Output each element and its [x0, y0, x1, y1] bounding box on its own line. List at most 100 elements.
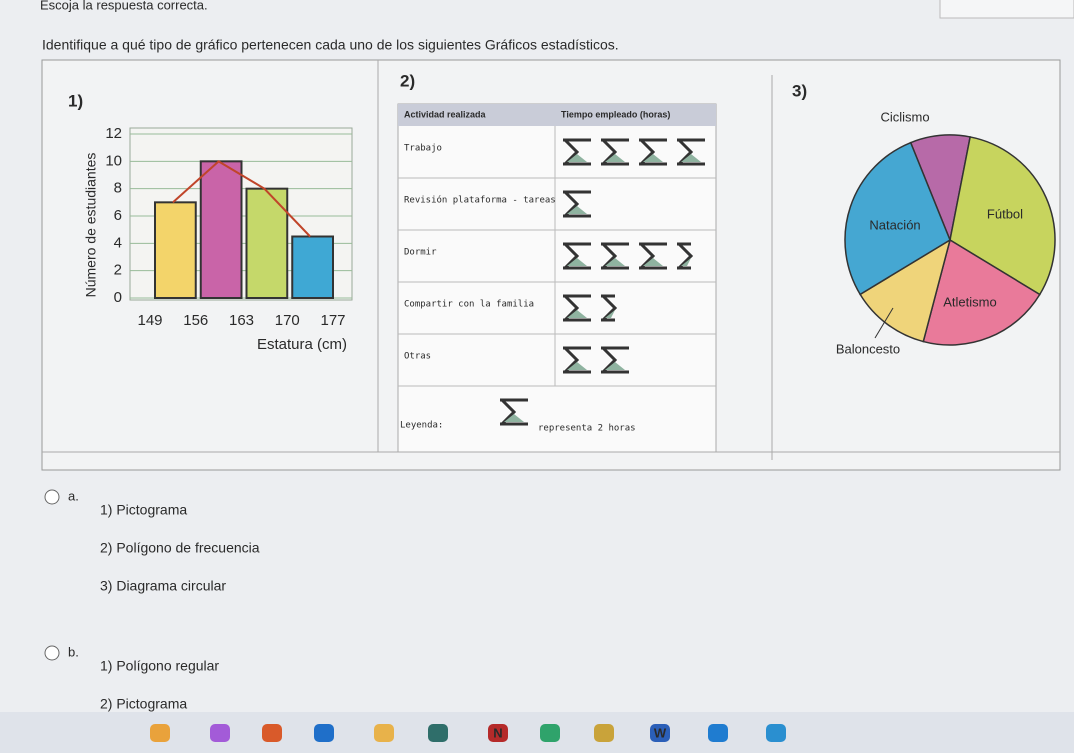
y-axis-label: Número de estudiantes: [83, 153, 99, 298]
hourglass-sand: [567, 258, 587, 266]
taskbar-label: W: [654, 725, 667, 740]
icons: [563, 346, 629, 374]
taskbar-icon[interactable]: [766, 724, 786, 742]
question: Identifique a qué tipo de gráfico perten…: [42, 37, 619, 53]
hourglass: [563, 346, 591, 374]
x-axis-label: Estatura (cm): [257, 336, 347, 353]
taskbar-icon[interactable]: [650, 724, 670, 742]
taskbar: [0, 712, 1074, 753]
taskbar-icon[interactable]: [210, 724, 230, 742]
bar: [291, 235, 334, 299]
y-tick-label: 0: [114, 289, 122, 306]
timer-box: [939, 0, 1074, 19]
pie-label: Atletismo: [943, 294, 996, 309]
taskbar-icon[interactable]: [262, 724, 282, 742]
option-item: 2) Polígono de frecuencia: [100, 540, 260, 556]
activity: Dormir: [404, 248, 437, 258]
x-tick-label: 177: [320, 312, 345, 329]
hourglass: [563, 138, 591, 166]
hourglass-sand: [504, 414, 524, 422]
y-tick-label: 12: [105, 125, 122, 142]
legend-text: representa 2 horas: [538, 424, 636, 434]
hourglass-sand: [567, 310, 587, 318]
hourglass: [601, 346, 629, 374]
option-letter: b.: [68, 644, 79, 659]
radio-button[interactable]: [44, 645, 60, 661]
table-header: [398, 104, 716, 126]
taskbar-label: N: [493, 725, 502, 740]
option-item: 3) Diagrama circular: [100, 578, 226, 594]
hourglass: [500, 398, 528, 426]
hourglass-sand: [567, 206, 587, 214]
pie-label: Ciclismo: [880, 109, 929, 124]
option-letter: a.: [68, 488, 79, 503]
hourglass-sand: [605, 258, 625, 266]
leader-line: [874, 307, 894, 339]
hourglass-sand: [567, 362, 587, 370]
instruction: Escoja la respuesta correcta.: [40, 0, 208, 12]
frequency-polygon: [172, 160, 311, 238]
panel-label: 3): [792, 81, 807, 100]
y-tick-label: 8: [114, 180, 122, 197]
y-tick-label: 4: [114, 234, 122, 251]
x-tick-label: 149: [137, 312, 162, 329]
taskbar-icon[interactable]: [314, 724, 334, 742]
legend-title: Leyenda:: [400, 421, 443, 431]
hourglass: [677, 138, 705, 166]
hourglass-sand: [681, 258, 691, 266]
hourglass: [601, 294, 618, 322]
pie-label: Baloncesto: [836, 341, 900, 356]
hourglass: [639, 138, 667, 166]
taskbar-icon[interactable]: [150, 724, 170, 742]
option-item: 1) Pictograma: [100, 502, 187, 518]
x-tick-label: 163: [229, 312, 254, 329]
pie-label: Natación: [869, 217, 920, 232]
option-item: 1) Polígono regular: [100, 658, 219, 674]
pie-slice: [859, 238, 952, 343]
activity: Otras: [404, 352, 431, 362]
hourglass: [563, 294, 591, 322]
taskbar-icon[interactable]: [540, 724, 560, 742]
x-tick-label: 170: [275, 312, 300, 329]
y-tick-label: 6: [114, 207, 122, 224]
icons: [563, 294, 618, 322]
hourglass-sand: [643, 154, 663, 162]
table: [397, 103, 717, 453]
icons: [563, 242, 694, 270]
radio-button[interactable]: [44, 489, 60, 505]
bar: [154, 201, 197, 299]
hourglass-sand: [605, 310, 615, 318]
hourglass-sand: [681, 154, 701, 162]
taskbar-icon[interactable]: [708, 724, 728, 742]
header-cell: Tiempo empleado (horas): [561, 109, 670, 119]
hourglass: [601, 138, 629, 166]
taskbar-icon[interactable]: [428, 724, 448, 742]
activity: Revisión plataforma - tareas: [404, 195, 556, 206]
bar: [199, 160, 243, 299]
y-tick-label: 10: [105, 152, 122, 169]
option-item: 2) Pictograma: [100, 696, 187, 712]
hourglass-sand: [605, 362, 625, 370]
y-tick-label: 2: [114, 262, 122, 279]
activity: Trabajo: [404, 144, 442, 154]
taskbar-icon[interactable]: [374, 724, 394, 742]
hourglass-sand: [605, 154, 625, 162]
panel-label: 1): [68, 91, 83, 110]
legend-icon: [500, 398, 528, 426]
hourglass: [563, 242, 591, 270]
hourglass: [677, 242, 694, 270]
icons: [563, 138, 705, 166]
hourglass: [563, 190, 591, 218]
panel-label: 2): [400, 71, 415, 90]
x-tick-label: 156: [183, 312, 208, 329]
hourglass-sand: [643, 258, 663, 266]
hourglass: [601, 242, 629, 270]
taskbar-icon[interactable]: [488, 724, 508, 742]
taskbar-icon[interactable]: [594, 724, 614, 742]
header-cell: Actividad realizada: [404, 109, 487, 119]
hourglass: [639, 242, 667, 270]
pie-slice: [844, 141, 951, 296]
hourglass-sand: [567, 154, 587, 162]
pie-label: Fútbol: [987, 206, 1023, 221]
